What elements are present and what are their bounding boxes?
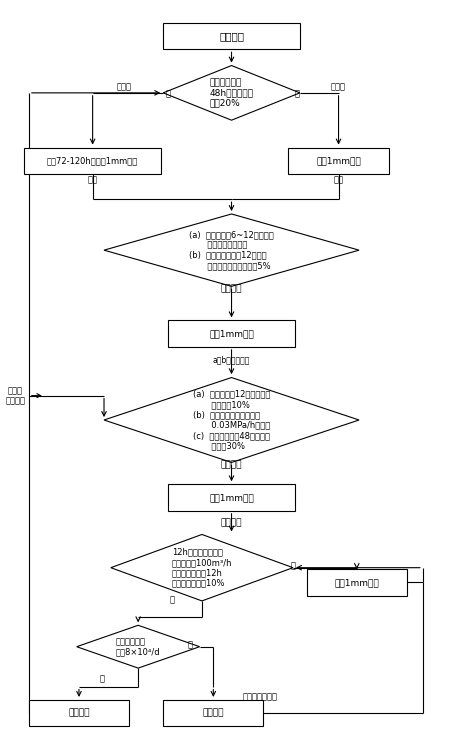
Text: 增大1mm油嘴: 增大1mm油嘴	[316, 156, 361, 165]
Text: 否: 否	[165, 90, 170, 99]
Text: 满足其二: 满足其二	[221, 461, 242, 469]
FancyBboxPatch shape	[168, 484, 295, 511]
Text: 关井复压: 关井复压	[68, 709, 90, 718]
Text: 至多一种: 至多一种	[221, 518, 242, 527]
Polygon shape	[163, 65, 300, 121]
FancyBboxPatch shape	[29, 700, 129, 726]
Polygon shape	[77, 625, 200, 668]
FancyBboxPatch shape	[163, 23, 300, 49]
Text: 见气: 见气	[334, 176, 344, 185]
FancyBboxPatch shape	[168, 321, 295, 347]
FancyBboxPatch shape	[24, 147, 161, 174]
Text: 是: 是	[295, 90, 300, 99]
Text: 见气: 见气	[88, 176, 97, 185]
Text: a、b均不再满足: a、b均不再满足	[213, 356, 250, 365]
Text: 未见气: 未见气	[117, 83, 132, 92]
Text: 开井排液: 开井排液	[219, 31, 244, 41]
Text: (a)  井口压力在6~12小时内保
       持稳定或持续增加
(b)  阶段产气量连续12小时增
       加，且每小时增幅超过5%: (a) 井口压力在6~12小时内保 持稳定或持续增加 (b) 阶段产气量连续12…	[189, 230, 274, 270]
Text: 是: 是	[170, 595, 175, 604]
Text: 第二次开井测试: 第二次开井测试	[243, 693, 278, 702]
Text: 返排液矿化度
48h内增幅是否
大于20%: 返排液矿化度 48h内增幅是否 大于20%	[210, 78, 254, 108]
Text: 第二次
开井测试: 第二次 开井测试	[5, 386, 25, 405]
Text: 增大1mm油嘴: 增大1mm油嘴	[209, 329, 254, 338]
Text: 结束排液: 结束排液	[202, 709, 224, 718]
FancyBboxPatch shape	[163, 700, 263, 726]
Text: 排液72-120h后增大1mm油嘴: 排液72-120h后增大1mm油嘴	[47, 156, 138, 165]
Polygon shape	[111, 534, 293, 601]
Text: 是: 是	[188, 641, 193, 650]
Text: 12h后阶段产气量增
幅是否低于100m³/h
同时产气量连续12h
内波动幅度小于10%: 12h后阶段产气量增 幅是否低于100m³/h 同时产气量连续12h 内波动幅度…	[172, 548, 232, 588]
Text: 增大1mm油嘴: 增大1mm油嘴	[334, 578, 379, 587]
Text: 否: 否	[291, 562, 296, 571]
Polygon shape	[104, 214, 359, 286]
FancyBboxPatch shape	[288, 147, 389, 174]
FancyBboxPatch shape	[307, 569, 407, 596]
Text: 满足其一: 满足其一	[221, 285, 242, 294]
Text: (a)  气液比连续12小时每小时
       增幅大于10%
(b)  井口压力下降幅度小于
       0.03MPa/h或上涨
(c)  返排液矿化度: (a) 气液比连续12小时每小时 增幅大于10% (b) 井口压力下降幅度小于 …	[193, 390, 270, 451]
Text: 测试产量是否
高于8×10⁴/d: 测试产量是否 高于8×10⁴/d	[116, 637, 160, 656]
Text: 未见气: 未见气	[331, 83, 346, 92]
Text: 否: 否	[99, 675, 104, 684]
Text: 增大1mm油嘴: 增大1mm油嘴	[209, 493, 254, 502]
Polygon shape	[104, 377, 359, 463]
